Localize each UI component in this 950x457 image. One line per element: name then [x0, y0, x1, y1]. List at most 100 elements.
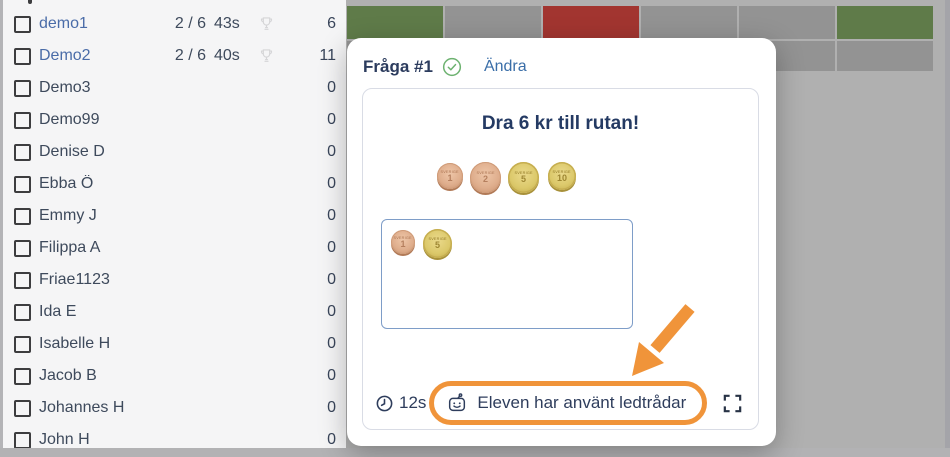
result-cell-gray[interactable]: [445, 6, 541, 39]
result-cell-red[interactable]: [543, 6, 639, 39]
coin-10kr[interactable]: SVERIGE 10: [548, 162, 576, 190]
student-checkbox[interactable]: [14, 111, 31, 129]
student-checkbox[interactable]: [14, 175, 31, 193]
result-cell-green[interactable]: [837, 6, 933, 39]
clock-icon: [375, 394, 394, 413]
student-panel: demo1 2 / 6 43s 6 Demo2 2 / 6 40s 11 Dem…: [0, 0, 346, 448]
student-score: 0: [327, 367, 336, 384]
student-time: 43s: [214, 15, 240, 32]
student-checkbox[interactable]: [14, 239, 31, 257]
student-score: 0: [327, 271, 336, 288]
coin-value: 1: [400, 238, 406, 249]
student-row[interactable]: John H 0: [0, 424, 346, 448]
modal-title: Fråga #1: [363, 57, 433, 76]
student-name[interactable]: Johannes H: [39, 399, 125, 416]
student-row[interactable]: Emmy J 0: [0, 200, 346, 232]
student-checkbox[interactable]: [14, 271, 31, 289]
student-score: 0: [327, 239, 336, 256]
student-row[interactable]: Filippa A 0: [0, 232, 346, 264]
result-cell-gray[interactable]: [739, 6, 835, 39]
student-score: 0: [327, 111, 336, 128]
student-checkbox[interactable]: [14, 79, 31, 97]
student-row[interactable]: Denise D 0: [0, 136, 346, 168]
grid-row: [347, 6, 933, 39]
coin-country-label: SVERIGE: [440, 168, 460, 174]
student-row[interactable]: Jacob B 0: [0, 360, 346, 392]
result-cell-gray[interactable]: [837, 41, 933, 71]
student-score: 0: [327, 143, 336, 160]
hint-used-highlight: Eleven har använt ledtrådar: [429, 381, 708, 425]
student-name[interactable]: Jacob B: [39, 367, 97, 384]
coin-5kr[interactable]: SVERIGE 5: [508, 162, 539, 193]
student-score: 0: [327, 335, 336, 352]
hint-used-label: Eleven har använt ledtrådar: [477, 393, 687, 412]
student-row[interactable]: Demo2 2 / 6 40s 11: [0, 40, 346, 72]
coin-5kr[interactable]: SVERIGE 5: [423, 229, 452, 258]
student-name[interactable]: demo1: [39, 15, 88, 32]
coin-country-label: SVERIGE: [428, 236, 447, 241]
coin-country-label: SVERIGE: [552, 168, 572, 174]
student-score: 0: [327, 175, 336, 192]
student-row[interactable]: Ida E 0: [0, 296, 346, 328]
student-checkbox[interactable]: [14, 47, 31, 65]
card-toolbar: 12s Eleven har använt ledtrådar: [375, 380, 744, 426]
trophy-icon: [256, 14, 276, 34]
student-checkbox[interactable]: [14, 399, 31, 417]
student-row[interactable]: Johannes H 0: [0, 392, 346, 424]
coin-value: 2: [482, 174, 488, 184]
timer-value: 12s: [399, 393, 427, 412]
bottom-scroll-area[interactable]: [0, 448, 950, 457]
student-name[interactable]: John H: [39, 431, 90, 448]
student-score: 0: [327, 399, 336, 416]
student-checkbox[interactable]: [14, 303, 31, 321]
coin-value: 1: [447, 172, 453, 183]
student-row[interactable]: demo1 2 / 6 43s 6: [0, 8, 346, 40]
trophy-icon: [256, 46, 276, 66]
student-name[interactable]: Demo99: [39, 111, 100, 128]
coin-1kr[interactable]: SVERIGE 1: [391, 230, 415, 254]
student-name[interactable]: Denise D: [39, 143, 105, 160]
student-score: 6: [327, 15, 336, 32]
student-checkbox[interactable]: [14, 15, 31, 33]
student-name[interactable]: Demo2: [39, 47, 91, 64]
student-name[interactable]: Friae1123: [39, 271, 110, 288]
fullscreen-icon[interactable]: [721, 392, 744, 415]
student-score: 0: [327, 303, 336, 320]
student-row[interactable]: Demo99 0: [0, 104, 346, 136]
timer-group: 12s: [375, 393, 426, 413]
student-checkbox[interactable]: [14, 207, 31, 225]
result-cell-gray[interactable]: [641, 6, 737, 39]
student-time: 40s: [214, 47, 240, 64]
student-checkbox[interactable]: [14, 143, 31, 161]
coin-drop-box[interactable]: [381, 219, 633, 329]
student-checkbox[interactable]: [14, 431, 31, 448]
coin-1kr[interactable]: SVERIGE 1: [437, 163, 463, 189]
student-row[interactable]: Demo3 0: [0, 72, 346, 104]
modal-header: Fråga #1 Ändra: [347, 38, 776, 77]
student-row[interactable]: Ebba Ö 0: [0, 168, 346, 200]
edit-question-link[interactable]: Ändra: [483, 58, 527, 75]
student-progress: 2 / 6: [174, 15, 206, 32]
coin-value: 5: [520, 174, 526, 184]
student-row[interactable]: Isabelle H 0: [0, 328, 346, 360]
student-progress: 2 / 6: [174, 47, 206, 64]
student-name[interactable]: Isabelle H: [39, 335, 111, 352]
student-checkbox[interactable]: [14, 367, 31, 385]
student-name[interactable]: Filippa A: [39, 239, 101, 256]
scrollbar-strip[interactable]: [945, 0, 950, 457]
check-circle-icon: [442, 57, 462, 77]
student-name[interactable]: Emmy J: [39, 207, 97, 224]
student-checkbox-partial[interactable]: [28, 0, 32, 4]
student-name[interactable]: Demo3: [39, 79, 91, 96]
panel-left-edge: [0, 0, 3, 448]
student-row[interactable]: Friae1123 0: [0, 264, 346, 296]
student-checkbox[interactable]: [14, 335, 31, 353]
coin-country-label: SVERIGE: [393, 234, 413, 240]
result-cell-green[interactable]: [347, 6, 443, 39]
coin-country-label: SVERIGE: [476, 170, 495, 175]
student-score: 0: [327, 431, 336, 448]
coin-2kr[interactable]: SVERIGE 2: [470, 162, 501, 193]
student-name[interactable]: Ebba Ö: [39, 175, 94, 192]
student-name[interactable]: Ida E: [39, 303, 77, 320]
